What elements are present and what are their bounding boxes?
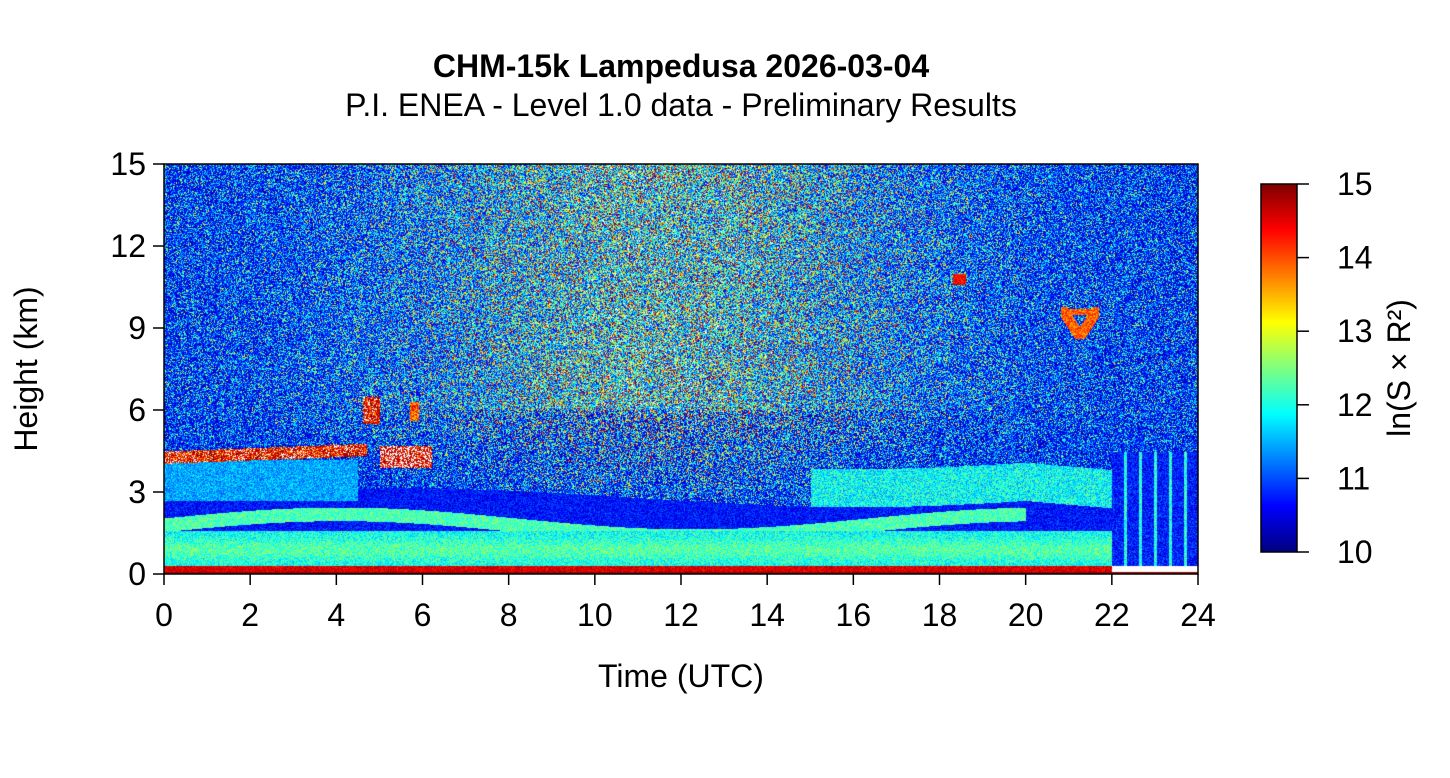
x-tick-label: 2 (241, 597, 259, 633)
colorbar-tick-label: 13 (1337, 313, 1373, 349)
x-axis-label: Time (UTC) (598, 658, 764, 694)
x-tick-label: 18 (922, 597, 958, 633)
chart-title: CHM-15k Lampedusa 2026-03-04 (433, 48, 929, 84)
colorbar-tick-label: 12 (1337, 387, 1373, 423)
colorbar-tick-label: 14 (1337, 240, 1373, 276)
x-tick-label: 0 (155, 597, 173, 633)
y-tick-label: 9 (128, 310, 146, 346)
x-tick-label: 8 (500, 597, 518, 633)
x-tick-label: 16 (836, 597, 872, 633)
y-tick-label: 12 (110, 228, 146, 264)
x-tick-label: 20 (1008, 597, 1044, 633)
colorbar-tick-label: 15 (1337, 166, 1373, 202)
colorbar-ticks: 10 11 12 13 14 15 (1297, 166, 1373, 570)
x-tick-label: 22 (1094, 597, 1130, 633)
colorbar-tick-label: 11 (1337, 460, 1370, 496)
chart-subtitle: P.I. ENEA - Level 1.0 data - Preliminary… (345, 87, 1017, 123)
x-axis: 0 2 4 6 8 10 12 14 16 18 20 22 24 (155, 574, 1216, 633)
colorbar-gradient (1260, 183, 1298, 553)
x-tick-label: 24 (1180, 597, 1216, 633)
plot-area (164, 164, 1198, 574)
colorbar-tick-label: 10 (1337, 534, 1373, 570)
y-tick-label: 6 (128, 392, 146, 428)
x-tick-label: 14 (749, 597, 785, 633)
y-axis-label: Height (km) (8, 286, 44, 451)
x-tick-label: 6 (414, 597, 432, 633)
y-tick-label: 15 (110, 146, 146, 182)
x-tick-label: 4 (327, 597, 345, 633)
colorbar: 10 11 12 13 14 15 ln(S × R²) (1260, 166, 1417, 570)
heatmap-image (164, 164, 1198, 574)
y-tick-label: 0 (128, 556, 146, 592)
y-axis: 0 3 6 9 12 15 (110, 146, 164, 592)
x-tick-label: 12 (663, 597, 699, 633)
colorbar-label: ln(S × R²) (1381, 299, 1417, 437)
x-tick-label: 10 (577, 597, 613, 633)
y-tick-label: 3 (128, 474, 146, 510)
